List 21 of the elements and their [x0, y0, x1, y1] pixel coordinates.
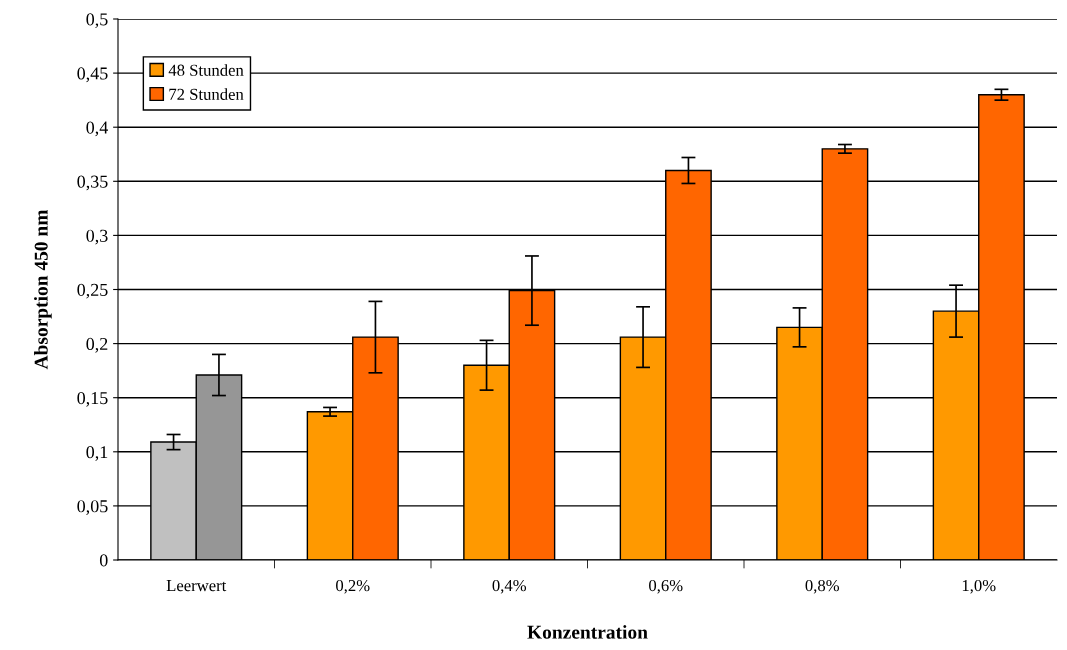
x-tick-label: 0,8%: [805, 579, 840, 594]
y-tick-label: 0,5: [86, 13, 108, 29]
y-tick-label: 0,3: [86, 229, 108, 245]
x-tick-label: 0,4%: [492, 579, 527, 594]
y-tick-label: 0,1: [86, 446, 108, 461]
y-tick-label: 0,25: [77, 283, 108, 299]
y-tick-label: 0,2: [86, 337, 108, 353]
y-tick-label: 0,45: [77, 67, 108, 83]
legend-label: 72 Stunden: [169, 88, 244, 100]
y-axis-title: Absorption 450 nm: [34, 209, 52, 370]
legend-label: 48 Stunden: [168, 64, 244, 76]
y-tick-label: 0: [99, 554, 108, 567]
y-tick-label: 0,15: [77, 391, 108, 407]
y-tick-label: 0,4: [86, 121, 108, 137]
x-tick-label: 1,0%: [962, 579, 996, 594]
x-tick-label: 0,2%: [336, 579, 370, 594]
y-tick-label: 0,35: [77, 175, 108, 191]
x-axis-title: Konzentration: [527, 625, 648, 639]
x-tick-label: 0,6%: [649, 579, 683, 594]
x-tick-label: Leerwert: [166, 580, 227, 592]
y-tick-label: 0,05: [77, 500, 108, 515]
